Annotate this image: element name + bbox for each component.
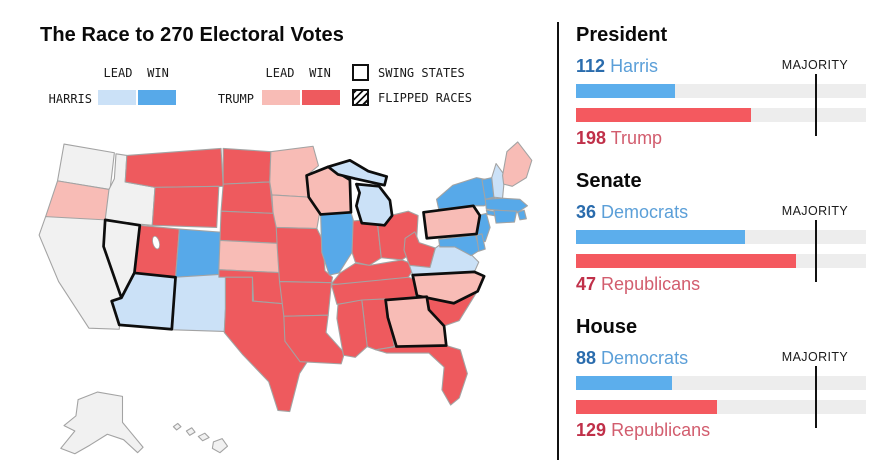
rep-bar [576,254,797,268]
state-ar[interactable] [278,281,333,317]
flipped-races-label: FLIPPED RACES [378,91,472,105]
dem-value: 88 [576,348,597,368]
state-sd[interactable] [220,181,274,214]
state-mi[interactable] [355,182,394,227]
state-ut[interactable] [133,224,180,278]
us-electoral-map [38,141,533,455]
state-mt[interactable] [124,147,224,188]
dem-bar-track [576,376,866,390]
rep-value-label: 198 Trump [576,128,866,148]
dem-bar-track [576,230,866,244]
dem-name: Harris [610,56,659,76]
majority-label: MAJORITY [781,350,849,364]
state-nd[interactable] [222,147,272,185]
majority-label: MAJORITY [781,204,849,218]
dem-value-label: 36 Democrats [576,202,866,222]
state-la[interactable] [283,314,346,365]
state-az[interactable] [110,271,177,331]
harris-win-swatch [138,90,176,105]
dem-bar [576,376,673,390]
results-panel: President 112 Harris MAJORITY 198 Trump … [576,24,866,462]
dem-name: Democrats [601,202,689,222]
bar-chart: MAJORITY [576,350,866,428]
bar-chart: MAJORITY [576,204,866,282]
harris-label: HARRIS [48,92,92,106]
rep-bar [576,400,718,414]
dem-value-label: 88 Democrats [576,348,866,368]
trump-lead-swatch [262,90,300,105]
state-ma[interactable] [484,197,529,213]
rep-name: Republicans [601,274,701,294]
panel-divider [557,22,559,460]
rep-bar-track [576,400,866,414]
harris-lead-label: LEAD [103,66,133,80]
majority-label: MAJORITY [781,58,849,72]
page-title: The Race to 270 Electoral Votes [40,24,344,46]
state-ri[interactable] [517,209,527,221]
great-salt-lake [152,235,161,250]
dem-value: 112 [576,56,606,76]
state-mo[interactable] [275,226,334,284]
dem-name: Democrats [601,348,689,368]
dem-bar [576,84,676,98]
flipped-races-icon [352,89,369,106]
majority-line [814,366,817,428]
president-section: President 112 Harris MAJORITY 198 Trump [576,24,866,148]
swing-states-label: SWING STATES [378,66,465,80]
senate-section: Senate 36 Democrats MAJORITY 47 Republic… [576,170,866,294]
state-nh[interactable] [491,163,506,199]
state-hi-big-island[interactable] [211,438,229,454]
rep-bar-track [576,254,866,268]
majority-line [814,74,817,136]
swing-states-icon [352,64,369,81]
state-de[interactable] [476,233,486,252]
harris-win-label: WIN [147,66,169,80]
dem-value: 36 [576,202,597,222]
rep-value-label: 47 Republicans [576,274,866,294]
bar-chart: MAJORITY [576,58,866,136]
rep-name: Republicans [611,420,711,440]
state-nm[interactable] [172,273,229,332]
trump-label: TRUMP [217,92,254,106]
harris-lead-swatch [98,90,136,105]
state-nc[interactable] [411,270,486,305]
dem-bar [576,230,745,244]
rep-value: 47 [576,274,597,294]
trump-win-label: WIN [309,66,331,80]
dem-value-label: 112 Harris [576,56,866,76]
rep-bar [576,108,752,122]
trump-win-swatch [302,90,340,105]
majority-line [814,220,817,282]
state-mi-upper-peninsula[interactable] [326,158,389,187]
state-ga[interactable] [384,295,448,348]
state-hi-oahu[interactable] [185,427,196,436]
state-pa[interactable] [422,204,482,240]
rep-value-label: 129 Republicans [576,420,866,440]
state-ak[interactable] [60,391,144,455]
section-heading: President [576,24,668,46]
state-hi-maui[interactable] [197,432,210,442]
rep-value: 129 [576,420,607,440]
dem-bar-track [576,84,866,98]
state-ms[interactable] [336,299,368,358]
state-ct[interactable] [493,209,518,224]
state-hi-kauai[interactable] [172,422,182,431]
rep-bar-track [576,108,866,122]
state-fl[interactable] [375,344,468,406]
house-section: House 88 Democrats MAJORITY 129 Republic… [576,316,866,440]
state-me[interactable] [502,141,533,187]
rep-name: Trump [610,128,663,148]
trump-lead-label: LEAD [265,66,295,80]
section-heading: House [576,316,638,338]
section-heading: Senate [576,170,642,192]
state-wy[interactable] [151,185,220,228]
state-il[interactable] [320,211,355,276]
rep-value: 198 [576,128,607,148]
